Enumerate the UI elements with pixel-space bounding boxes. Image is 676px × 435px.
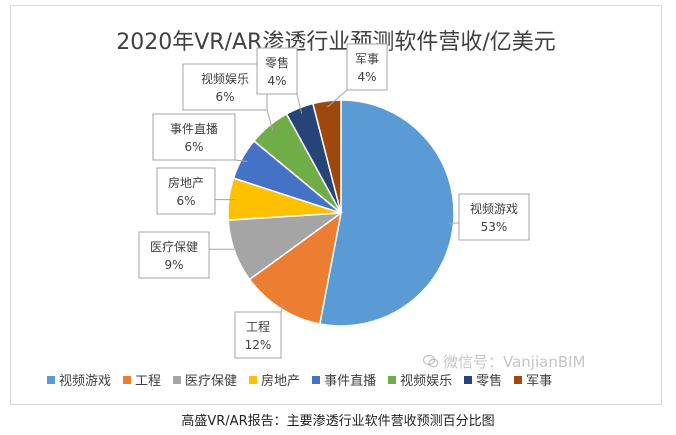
pie-slice-2 (248, 211, 343, 325)
legend-label-7: 零售 (476, 374, 503, 389)
legend-label-2: 工程 (135, 374, 162, 389)
data-label-box-8 (346, 43, 388, 91)
data-label-category-6: 视频娱乐 (201, 71, 249, 86)
leader-line-6 (266, 109, 274, 131)
data-label-category-1: 视频游戏 (470, 201, 518, 216)
legend-label-3: 医疗保健 (185, 374, 238, 389)
legend-swatch-4 (249, 375, 258, 384)
legend-item-2: 工程 (123, 370, 161, 389)
pie-slice-8 (311, 99, 342, 214)
legend-swatch-5 (312, 375, 321, 384)
figure-caption: 高盛VR/AR报告：主要渗透行业软件营收预测百分比图 (181, 414, 495, 429)
pie-slices (227, 99, 455, 327)
leader-line-2 (280, 303, 285, 313)
leader-line-8 (327, 89, 348, 108)
data-label-category-2: 工程 (246, 319, 270, 334)
legend-swatch-6 (388, 375, 397, 384)
legend-swatch-7 (464, 375, 473, 384)
data-label-box-7 (256, 47, 298, 95)
legend-item-8: 军事 (514, 370, 552, 389)
legend-swatch-3 (173, 375, 182, 384)
data-label-value-4: 6% (176, 194, 195, 208)
data-label-value-1: 53% (481, 220, 508, 234)
chart-title: 2020年VR/AR渗透行业预测软件营收/亿美元 (116, 30, 556, 55)
pie-slice-1 (318, 99, 455, 327)
legend-item-7: 零售 (464, 370, 502, 389)
data-label-box-3 (138, 231, 210, 279)
legend-item-5: 事件直播 (312, 370, 376, 389)
slice-labels: 视频游戏 53% 工程 12% 医疗保健 9% 房地产 6% 事件直播 6% 视频娱乐 6% 零售 4% 军… (138, 43, 530, 359)
data-label-category-5: 事件直播 (170, 122, 218, 136)
legend-item-4: 房地产 (249, 370, 300, 389)
data-label-category-3: 医疗保健 (150, 240, 198, 254)
watermark-text: 微信号：VanjianBIM (443, 353, 586, 371)
legend-label-1: 视频游戏 (59, 374, 112, 389)
legend-swatch-8 (514, 375, 523, 384)
data-label-box-4 (156, 167, 216, 215)
data-label-value-7: 4% (267, 74, 286, 88)
leader-line-5 (234, 159, 248, 162)
data-label-category-8: 军事 (355, 52, 379, 66)
pie-plot: 视频游戏 53% 工程 12% 医疗保健 9% 房地产 6% 事件直播 6% 视频娱乐 6% 零售 4% 军… (138, 43, 530, 359)
legend-item-6: 视频娱乐 (388, 370, 452, 389)
data-label-value-2: 12% (245, 338, 272, 352)
legend: 视频游戏 工程 医疗保健 房地产 事件直播 视频娱乐 零售 军事 (47, 370, 552, 389)
legend-label-4: 房地产 (261, 374, 301, 389)
data-label-box-5 (152, 113, 236, 161)
legend-label-5: 事件直播 (324, 374, 377, 389)
data-label-category-4: 房地产 (168, 175, 204, 190)
data-label-value-6: 6% (215, 90, 234, 104)
legend-swatch-1 (47, 375, 55, 384)
watermark: 微信号：VanjianBIM (423, 351, 586, 372)
wechat-icon (423, 354, 439, 368)
data-label-category-7: 零售 (265, 55, 289, 70)
legend-label-6: 视频娱乐 (400, 374, 453, 389)
legend-item-3: 医疗保健 (173, 370, 237, 389)
legend-item-1: 视频游戏 (47, 370, 111, 389)
legend-label-8: 军事 (526, 374, 553, 389)
data-label-box-1 (458, 193, 530, 241)
legend-swatch-2 (123, 375, 132, 384)
chart-frame: 2020年VR/AR渗透行业预测软件营收/亿美元 视频游戏 53% 工程 12% 医疗保… (10, 5, 662, 405)
leader-line-7 (296, 93, 303, 114)
data-label-box-2 (234, 311, 282, 359)
data-label-value-3: 9% (164, 258, 183, 272)
data-label-box-6 (182, 63, 268, 111)
data-label-value-5: 6% (184, 140, 203, 154)
data-label-value-8: 4% (357, 70, 376, 84)
